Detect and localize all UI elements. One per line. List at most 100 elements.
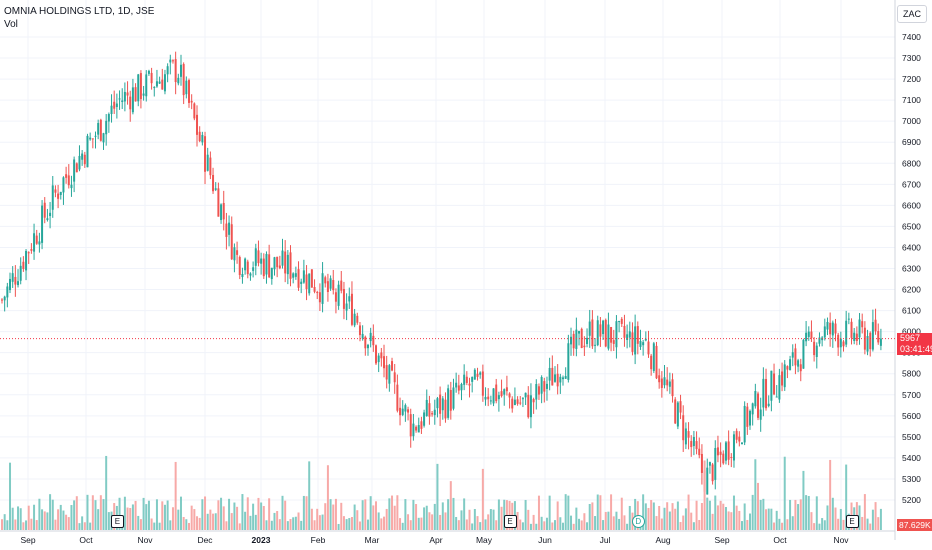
y-tick-label: 5400 bbox=[902, 453, 921, 463]
candle-body bbox=[113, 101, 116, 109]
candle-body bbox=[193, 103, 196, 119]
volume-bar bbox=[684, 508, 687, 530]
volume-bar bbox=[682, 515, 685, 530]
candle-body bbox=[276, 256, 279, 268]
candle-body bbox=[83, 154, 86, 165]
candle-body bbox=[230, 224, 233, 260]
candle-body bbox=[473, 369, 476, 380]
candle-body bbox=[757, 393, 760, 418]
candle-body bbox=[137, 74, 140, 102]
candle-body bbox=[289, 252, 292, 279]
candle-body bbox=[610, 327, 613, 343]
candle-body bbox=[89, 137, 92, 140]
x-tick-label: Sep bbox=[20, 535, 35, 545]
candle-body bbox=[310, 269, 313, 288]
candle-body bbox=[244, 258, 247, 271]
currency-badge[interactable]: ZAC bbox=[897, 5, 927, 23]
dividend-marker[interactable]: D bbox=[631, 515, 645, 528]
x-tick-label: Oct bbox=[773, 535, 787, 545]
earnings-marker[interactable]: E bbox=[110, 515, 124, 528]
candle-body bbox=[516, 399, 519, 404]
candle-body bbox=[110, 105, 113, 115]
volume-bar bbox=[743, 503, 746, 530]
candle-body bbox=[636, 326, 639, 344]
x-tick-label: Sep bbox=[714, 535, 729, 545]
candle-body bbox=[436, 398, 439, 409]
candle-body bbox=[342, 288, 345, 309]
candle-body bbox=[131, 87, 134, 113]
candle-body bbox=[118, 98, 121, 100]
volume-bar bbox=[193, 509, 196, 530]
candle-body bbox=[690, 441, 693, 448]
volume-bar bbox=[460, 510, 463, 530]
candle-body bbox=[62, 177, 65, 193]
volume-bar bbox=[225, 521, 228, 530]
candle-body bbox=[238, 257, 241, 275]
candle-body bbox=[123, 91, 126, 102]
volume-bar bbox=[580, 520, 583, 530]
candle-body bbox=[762, 378, 765, 408]
volume-bar bbox=[439, 514, 442, 530]
volume-bar bbox=[719, 500, 722, 530]
volume-bar bbox=[532, 514, 535, 530]
volume-bar bbox=[350, 517, 353, 530]
volume-bar bbox=[521, 522, 524, 530]
candle-body bbox=[75, 163, 78, 173]
volume-bar bbox=[14, 519, 17, 530]
y-tick-label: 6300 bbox=[902, 264, 921, 274]
volume-bar bbox=[233, 502, 236, 530]
volume-bar bbox=[690, 512, 693, 530]
candle-body bbox=[553, 374, 556, 382]
candle-body bbox=[366, 344, 369, 349]
volume-bar bbox=[634, 498, 637, 530]
candle-body bbox=[324, 277, 327, 284]
candle-body bbox=[67, 175, 70, 186]
y-tick-label: 6700 bbox=[902, 179, 921, 189]
volume-bar bbox=[716, 505, 719, 530]
candle-body bbox=[25, 250, 28, 271]
candle-body bbox=[9, 278, 12, 291]
volume-bar bbox=[476, 516, 479, 530]
volume-bar bbox=[594, 516, 597, 530]
volume-bar bbox=[129, 508, 132, 530]
volume-bar bbox=[9, 462, 12, 530]
volume-bar bbox=[22, 522, 25, 530]
volume-bar bbox=[441, 502, 444, 530]
candle-body bbox=[826, 321, 829, 330]
earnings-marker[interactable]: E bbox=[845, 515, 859, 528]
candle-body bbox=[51, 185, 54, 210]
earnings-marker[interactable]: E bbox=[503, 515, 517, 528]
volume-bar bbox=[38, 498, 41, 530]
candle-body bbox=[49, 212, 52, 217]
volume-bar bbox=[123, 496, 126, 530]
volume-bar bbox=[564, 494, 567, 530]
candle-body bbox=[70, 184, 73, 189]
volume-bar bbox=[268, 498, 271, 530]
candle-body bbox=[567, 343, 570, 380]
candle-body bbox=[834, 323, 837, 334]
candle-body bbox=[214, 188, 217, 190]
volume-bar bbox=[495, 520, 498, 530]
candle-body bbox=[161, 79, 164, 90]
volume-bar bbox=[436, 463, 439, 530]
candle-body bbox=[340, 280, 343, 291]
candle-body bbox=[767, 403, 770, 406]
volume-bar bbox=[658, 505, 661, 530]
candle-body bbox=[861, 321, 864, 328]
candle-body bbox=[457, 385, 460, 391]
volume-bar bbox=[43, 511, 46, 530]
volume-bar bbox=[302, 495, 305, 530]
candle-body bbox=[163, 74, 166, 92]
candle-body bbox=[11, 273, 14, 282]
volume-bar bbox=[519, 519, 522, 530]
candle-body bbox=[391, 361, 394, 371]
volume-last-tag: 87.629K bbox=[897, 519, 932, 531]
volume-bar bbox=[185, 519, 188, 530]
volume-bar bbox=[487, 514, 490, 530]
volume-bar bbox=[607, 511, 610, 530]
volume-bar bbox=[556, 501, 559, 530]
volume-bar bbox=[78, 523, 81, 530]
volume-bar bbox=[714, 495, 717, 530]
candle-body bbox=[700, 453, 703, 473]
